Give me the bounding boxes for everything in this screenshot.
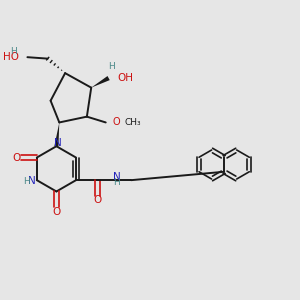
- Text: CH₃: CH₃: [124, 118, 141, 127]
- Text: OH: OH: [117, 73, 133, 83]
- Text: N: N: [54, 138, 61, 148]
- Text: O: O: [12, 152, 21, 163]
- Polygon shape: [91, 76, 110, 88]
- Text: N: N: [28, 176, 36, 186]
- Text: N: N: [113, 172, 121, 182]
- Text: O: O: [94, 196, 102, 206]
- Text: HO: HO: [3, 52, 19, 62]
- Text: H: H: [23, 177, 30, 186]
- Text: H: H: [10, 47, 17, 56]
- Text: H: H: [108, 62, 115, 71]
- Text: O: O: [112, 117, 120, 128]
- Text: O: O: [52, 207, 61, 217]
- Text: H: H: [113, 178, 120, 187]
- Polygon shape: [54, 122, 59, 146]
